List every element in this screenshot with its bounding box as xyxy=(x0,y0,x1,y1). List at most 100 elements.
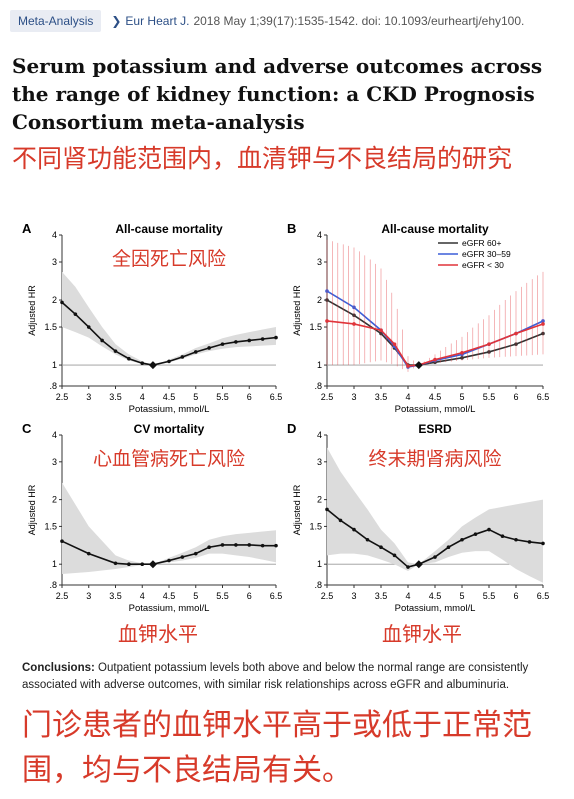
x-tick-label: 2.5 xyxy=(321,392,334,402)
x-axis-label: Potassium, mmol/L xyxy=(395,603,476,614)
chart-panel-c: C CV mortality 心血管病死亡风险 .8 1 1.5 2 3 4 2.5 3 3.5 4 4.… xyxy=(22,421,282,614)
data-point xyxy=(325,507,329,512)
x-axis-label: Potassium, mmol/L xyxy=(395,404,476,415)
chevron-right-icon: ❯ xyxy=(111,14,122,28)
data-point xyxy=(473,532,478,536)
data-point xyxy=(274,543,278,548)
data-point xyxy=(365,537,370,542)
x-tick-label: 3.5 xyxy=(109,392,122,402)
chart-panel-d: D ESRD 终末期肾病风险 .8 1 1.5 2 3 4 2.5 3 3.5 4 4.5 5 5.5 6 6.5… xyxy=(287,421,549,614)
data-point xyxy=(140,361,145,366)
journal-link[interactable]: Eur Heart J. xyxy=(125,14,190,28)
chart-panel-b: B All-cause mortality .8 1 1.5 2 3 4 2.5 3 3.5 4 4.5… xyxy=(287,221,549,415)
data-point xyxy=(514,331,518,336)
y-axis-label: Adjusted HR xyxy=(27,285,37,336)
x-tick-label: 4 xyxy=(140,591,145,601)
panel-annotation-cn: 心血管病死亡风险 xyxy=(93,448,245,470)
x-tick-label: 3.5 xyxy=(375,392,388,402)
article-title: Serum potassium and adverse outcomes acr… xyxy=(12,54,543,134)
citation-text: 2018 May 1;39(17):1535-1542. doi: 10.109… xyxy=(193,14,525,28)
data-point xyxy=(60,300,64,305)
panel-label: A xyxy=(22,221,32,236)
y-tick-label: .8 xyxy=(314,580,322,590)
y-tick-label: 4 xyxy=(317,230,322,240)
x-tick-label: 6 xyxy=(247,591,252,601)
y-tick-label: 1 xyxy=(317,559,322,569)
reference-marker xyxy=(148,560,157,569)
x-tick-label: 3.5 xyxy=(375,591,388,601)
y-axis-label: Adjusted HR xyxy=(292,285,302,336)
x-tick-label: 6.5 xyxy=(537,591,550,601)
x-tick-label: 3 xyxy=(86,591,91,601)
x-axis-label: Potassium, mmol/L xyxy=(129,404,210,415)
data-point xyxy=(140,562,145,567)
y-tick-label: 2 xyxy=(317,495,322,505)
y-tick-label: 1.5 xyxy=(44,521,57,531)
x-tick-label: 2.5 xyxy=(56,591,69,601)
panel-title: CV mortality xyxy=(134,422,205,436)
x-tick-label: 4 xyxy=(405,591,410,601)
data-point xyxy=(193,350,198,354)
data-point xyxy=(234,340,238,344)
reference-marker xyxy=(148,361,157,370)
y-tick-label: 2 xyxy=(317,295,322,305)
data-point xyxy=(247,338,252,343)
data-point xyxy=(113,561,118,566)
x-tick-label: 3.5 xyxy=(109,591,122,601)
data-point xyxy=(220,543,225,547)
y-tick-label: 1.5 xyxy=(309,521,322,531)
x-tick-label: 4 xyxy=(405,392,410,402)
data-point xyxy=(527,540,532,544)
x-tick-label: 4.5 xyxy=(429,591,442,601)
data-point xyxy=(220,342,225,346)
x-tick-label: 5.5 xyxy=(216,392,229,402)
data-point xyxy=(392,553,397,558)
x-tick-label: 6 xyxy=(513,591,518,601)
legend-label: eGFR 30–59 xyxy=(462,249,511,259)
data-point xyxy=(433,555,437,559)
data-point xyxy=(180,355,185,359)
data-point xyxy=(541,322,545,326)
y-tick-label: .8 xyxy=(314,381,322,391)
x-tick-label: 5 xyxy=(459,392,464,402)
data-point xyxy=(167,359,171,364)
data-point xyxy=(180,555,185,559)
data-point xyxy=(247,543,252,547)
data-point xyxy=(379,328,383,333)
y-tick-label: 2 xyxy=(52,295,57,305)
panel-title: All-cause mortality xyxy=(381,222,489,236)
y-tick-label: 4 xyxy=(317,430,322,440)
y-tick-label: .8 xyxy=(49,381,57,391)
data-point xyxy=(379,545,383,550)
x-tick-label: 5 xyxy=(193,591,198,601)
data-point xyxy=(260,543,265,548)
data-point xyxy=(325,319,329,323)
data-point xyxy=(60,539,64,543)
data-point xyxy=(127,562,131,567)
confidence-band xyxy=(62,271,276,366)
chinese-conclusions: 门诊患者的血钾水平高于或低于正常范围，均与不良结局有关。 xyxy=(22,708,532,788)
x-tick-label: 4.5 xyxy=(163,392,176,402)
x-tick-label: 4 xyxy=(140,392,145,402)
data-point xyxy=(274,335,278,340)
x-tick-label: 3 xyxy=(86,392,91,402)
article-type-tag[interactable]: Meta-Analysis xyxy=(10,10,102,32)
data-point xyxy=(193,551,198,556)
x-tick-label: 2.5 xyxy=(56,392,69,402)
data-point xyxy=(460,350,464,355)
x-tick-label: 2.5 xyxy=(321,591,334,601)
y-tick-label: 1 xyxy=(52,360,57,370)
panel-label: B xyxy=(287,221,296,236)
y-tick-label: 1.5 xyxy=(309,322,322,332)
reference-marker xyxy=(414,560,423,569)
data-point xyxy=(487,527,491,532)
data-point xyxy=(260,337,265,341)
x-axis-label: Potassium, mmol/L xyxy=(129,603,210,614)
y-tick-label: 3 xyxy=(52,457,57,467)
x-tick-label: 5.5 xyxy=(483,591,496,601)
data-point xyxy=(167,558,171,563)
panel-annotation-cn: 终末期肾病风险 xyxy=(368,448,501,470)
x-tick-label: 6.5 xyxy=(270,392,283,402)
x-tick-label: 5 xyxy=(193,392,198,402)
y-tick-label: 1 xyxy=(317,360,322,370)
